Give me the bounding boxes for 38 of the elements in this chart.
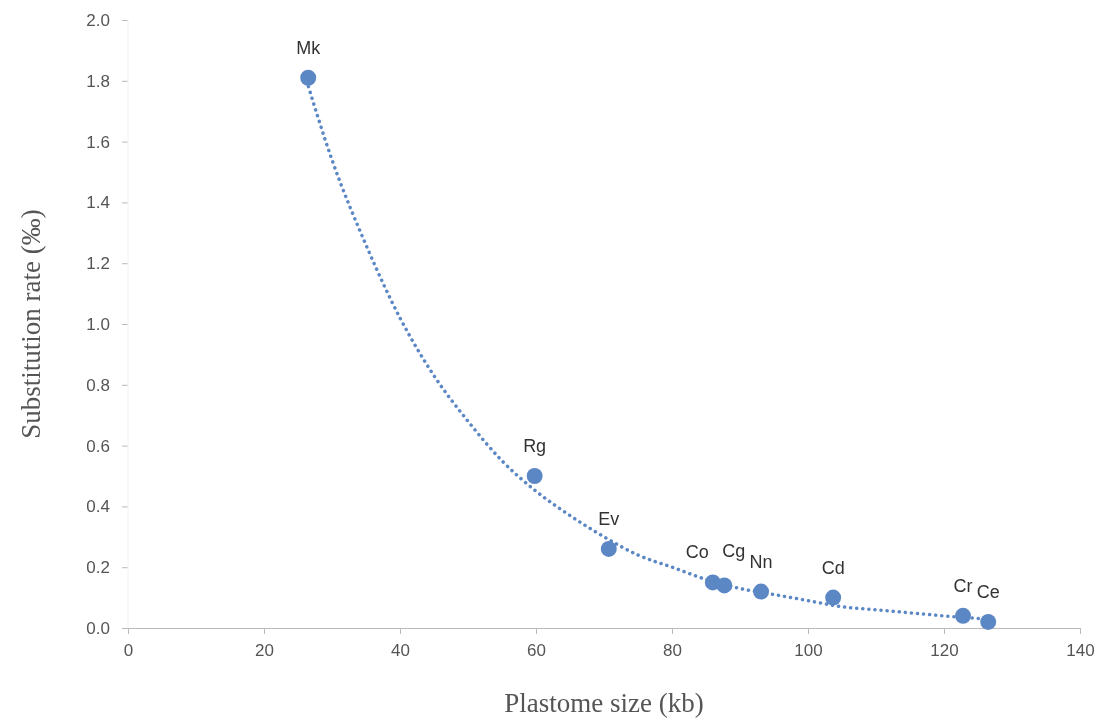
- point: [600, 541, 617, 557]
- annotation: Cd: [821, 557, 845, 578]
- x-tick-label: 140: [1066, 641, 1095, 661]
- point: [300, 69, 317, 86]
- y-tick-label: 0.2: [86, 558, 110, 578]
- y-tick-label: 0.0: [86, 618, 110, 638]
- x-tick-label: 100: [794, 641, 823, 661]
- y-tick-label: 1.0: [86, 314, 110, 334]
- x-tick-label: 40: [391, 641, 410, 661]
- point: [825, 589, 842, 606]
- point: [980, 613, 997, 630]
- point: [955, 607, 972, 624]
- annotation: Nn: [749, 551, 773, 572]
- y-tick-label: 2.0: [86, 10, 110, 30]
- y-tick-label: 0.4: [86, 497, 110, 517]
- point: [526, 468, 543, 484]
- y-axis-title: Substitution rate (‰): [16, 209, 46, 439]
- x-tick-label: 80: [663, 641, 682, 661]
- y-tick-label: 1.2: [86, 254, 110, 274]
- point: [716, 577, 733, 594]
- annotation: Rg: [523, 436, 547, 456]
- x-tick-label: 120: [930, 641, 959, 661]
- x-axis-title: Plastome size (kb): [504, 688, 704, 718]
- x-tick-label: 0: [123, 641, 134, 661]
- x-tick-label: 60: [527, 641, 546, 661]
- y-tick-label: 1.8: [86, 71, 110, 91]
- annotation: Cg: [722, 541, 746, 562]
- annotation: Ev: [598, 508, 620, 529]
- annotation: Cr: [953, 575, 973, 596]
- annotation: Co: [685, 542, 709, 563]
- annotation: Ce: [976, 581, 1000, 602]
- point: [753, 583, 770, 600]
- x-tick-label: 20: [255, 641, 274, 661]
- annotation: Mk: [296, 37, 322, 58]
- y-tick-label: 1.6: [86, 132, 110, 152]
- y-tick-label: 1.4: [86, 193, 110, 213]
- y-tick-label: 0.6: [86, 436, 110, 456]
- y-tick-label: 0.8: [86, 375, 110, 395]
